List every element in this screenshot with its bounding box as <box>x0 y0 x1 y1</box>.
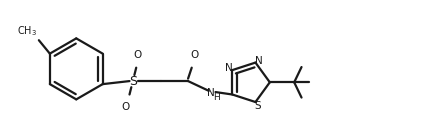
Text: N: N <box>224 63 232 73</box>
Text: S: S <box>254 101 261 111</box>
Text: CH$_3$: CH$_3$ <box>17 24 37 38</box>
Text: S: S <box>129 75 137 88</box>
Text: O: O <box>190 50 198 60</box>
Text: O: O <box>121 102 130 112</box>
Text: O: O <box>133 50 141 60</box>
Text: H: H <box>213 93 219 102</box>
Text: N: N <box>207 88 215 98</box>
Text: N: N <box>254 56 262 66</box>
